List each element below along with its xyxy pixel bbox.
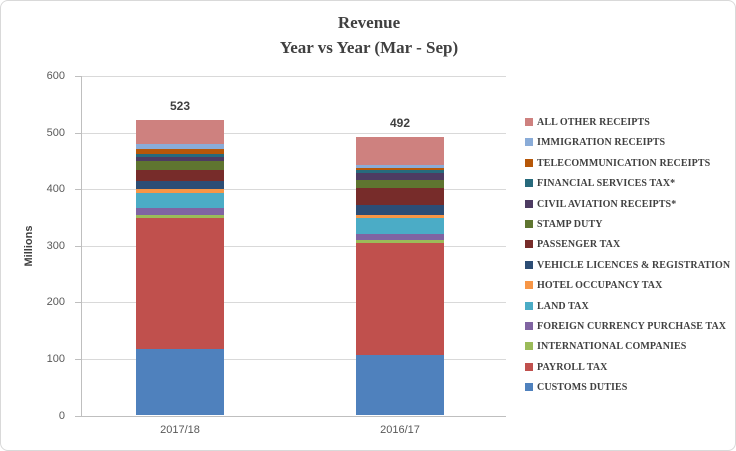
bar-segment-2016/17-immigration-receipts bbox=[356, 164, 444, 168]
bar-segment-2016/17-civil-aviation-receipts- bbox=[356, 172, 444, 181]
y-tick-500 bbox=[75, 132, 81, 134]
legend-swatch-icon bbox=[525, 220, 533, 228]
bar-segment-2016/17-all-other-receipts bbox=[356, 137, 444, 165]
legend-label: STAMP DUTY bbox=[537, 219, 603, 230]
bar-segment-2016/17-payroll-tax bbox=[356, 242, 444, 355]
y-tick-label-500: 500 bbox=[46, 126, 65, 139]
bar-segment-2016/17-hotel-occupancy-tax bbox=[356, 215, 444, 219]
bar-segment-2017/18-immigration-receipts bbox=[136, 143, 224, 149]
bar-segment-2016/17-foreign-currency-purchase-tax bbox=[356, 233, 444, 241]
legend-swatch-icon bbox=[525, 362, 533, 371]
legend-label: CIVIL AVIATION RECEIPTS* bbox=[537, 198, 677, 210]
y-tick-0 bbox=[75, 415, 81, 417]
y-tick-400 bbox=[75, 189, 81, 191]
y-tick-300 bbox=[75, 245, 81, 247]
legend-swatch-icon bbox=[525, 281, 533, 290]
gridline-300 bbox=[81, 245, 506, 247]
y-tick-label-100: 100 bbox=[46, 352, 65, 365]
legend-label: PAYROLL TAX bbox=[537, 361, 608, 373]
gridline-200 bbox=[81, 302, 506, 304]
gridline-400 bbox=[81, 189, 506, 191]
y-tick-label-200: 200 bbox=[46, 296, 65, 309]
chart-title-line1: Revenue bbox=[337, 13, 401, 32]
y-tick-label-300: 300 bbox=[46, 239, 65, 252]
total-label-2016/17: 492 bbox=[389, 116, 411, 131]
bar-segment-2017/18-all-other-receipts bbox=[136, 119, 224, 144]
legend-swatch-icon bbox=[525, 301, 533, 310]
y-tick-label-400: 400 bbox=[46, 183, 65, 196]
bar-segment-2016/17-land-tax bbox=[356, 218, 444, 234]
legend-label: CUSTOMS DUTIES bbox=[537, 382, 628, 394]
legend-label: LAND TAX bbox=[537, 300, 589, 312]
legend-swatch-icon bbox=[525, 322, 533, 330]
gridline-100 bbox=[81, 358, 506, 360]
bar-segment-2016/17-customs-duties bbox=[356, 354, 444, 416]
bar-segment-2017/18-passenger-tax bbox=[136, 169, 224, 181]
gridline-600 bbox=[81, 76, 506, 77]
legend-label: IMMIGRATION RECEIPTS bbox=[537, 137, 666, 149]
legend-swatch-icon bbox=[525, 138, 533, 147]
bar-segment-2017/18-telecommunication-receipts bbox=[136, 148, 224, 154]
bar-segment-2017/18-hotel-occupancy-tax bbox=[136, 188, 224, 194]
y-tick-label-600: 600 bbox=[46, 70, 65, 82]
y-tick-200 bbox=[75, 302, 81, 304]
bar-segment-2017/18-international-companies bbox=[136, 215, 224, 219]
legend-label: FOREIGN CURRENCY PURCHASE TAX bbox=[537, 321, 727, 332]
bar-segment-2016/17-stamp-duty bbox=[356, 180, 444, 189]
legend-label: FINANCIAL SERVICES TAX* bbox=[537, 178, 676, 190]
y-tick-600 bbox=[75, 76, 81, 77]
total-label-2017/18: 523 bbox=[169, 98, 191, 113]
legend-swatch-icon bbox=[525, 199, 533, 208]
chart-title: Revenue Year vs Year (Mar - Sep) bbox=[1, 10, 735, 60]
legend-label: HOTEL OCCUPANCY TAX bbox=[537, 280, 663, 292]
x-axis-line bbox=[81, 415, 506, 417]
y-tick-label-0: 0 bbox=[58, 409, 65, 422]
bar-segment-2016/17-financial-services-tax- bbox=[356, 170, 444, 173]
legend-swatch-icon bbox=[525, 118, 533, 126]
bar-segment-2016/17-vehicle-licences-registration bbox=[356, 205, 444, 216]
bar-segment-2017/18-financial-services-tax- bbox=[136, 153, 224, 158]
gridline-500 bbox=[81, 132, 506, 134]
legend-swatch-icon bbox=[525, 260, 533, 269]
bar-segment-2016/17-international-companies bbox=[356, 240, 444, 243]
chart-title-line2: Year vs Year (Mar - Sep) bbox=[279, 38, 459, 57]
bar-segment-2017/18-civil-aviation-receipts- bbox=[136, 157, 224, 162]
legend-label: TELECOMMUNICATION RECEIPTS bbox=[537, 157, 711, 169]
bar-segment-2016/17-telecommunication-receipts bbox=[356, 167, 444, 171]
legend-swatch-icon bbox=[525, 240, 533, 249]
legend-label: ALL OTHER RECEIPTS bbox=[537, 117, 650, 128]
legend-swatch-icon bbox=[525, 342, 533, 351]
bar-segment-2017/18-foreign-currency-purchase-tax bbox=[136, 208, 224, 216]
legend-label: PASSENGER TAX bbox=[537, 239, 621, 251]
x-tick-label-2016/17: 2016/17 bbox=[380, 424, 420, 436]
y-axis-line bbox=[81, 76, 82, 416]
y-tick-100 bbox=[75, 358, 81, 360]
legend-swatch-icon bbox=[525, 179, 533, 188]
bar-segment-2017/18-payroll-tax bbox=[136, 218, 224, 350]
legend-label: VEHICLE LICENCES & REGISTRATION bbox=[537, 259, 731, 271]
bar-segment-2016/17-passenger-tax bbox=[356, 188, 444, 205]
legend-swatch-icon bbox=[525, 158, 533, 167]
x-tick-label-2017/18: 2017/18 bbox=[160, 424, 200, 436]
bar-segment-2017/18-vehicle-licences-registration bbox=[136, 180, 224, 189]
bar-segment-2017/18-stamp-duty bbox=[136, 161, 224, 170]
bar-segment-2017/18-customs-duties bbox=[136, 349, 224, 416]
legend-swatch-icon bbox=[525, 383, 533, 392]
bar-segment-2017/18-land-tax bbox=[136, 193, 224, 209]
legend-label: INTERNATIONAL COMPANIES bbox=[537, 341, 687, 353]
